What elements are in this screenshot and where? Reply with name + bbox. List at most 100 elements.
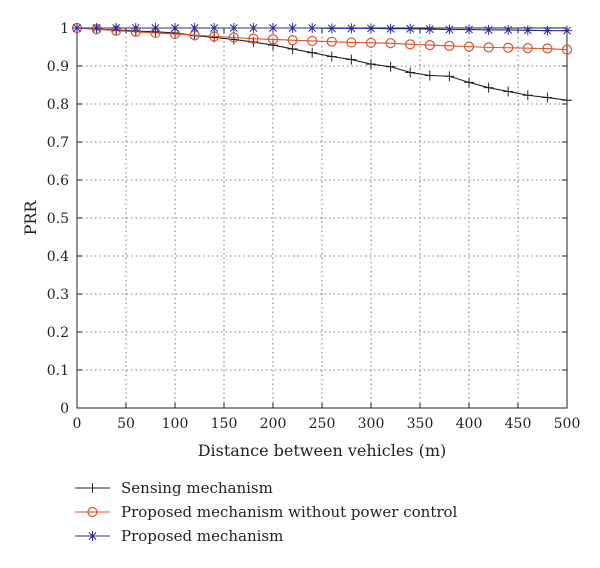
series-3 <box>72 23 572 36</box>
x-tick-label: 300 <box>358 416 385 432</box>
y-tick-label: 0.4 <box>47 249 69 265</box>
legend-entry: Proposed mechanism <box>75 527 283 545</box>
data-point <box>503 24 514 35</box>
data-point <box>483 24 494 35</box>
data-point <box>464 24 474 35</box>
y-tick-label: 0.8 <box>47 97 69 113</box>
y-tick-label: 1 <box>60 21 69 37</box>
data-point <box>267 34 279 45</box>
data-point <box>287 43 298 54</box>
data-point <box>542 25 553 36</box>
data-point <box>561 44 573 55</box>
data-point <box>365 37 377 48</box>
data-point <box>542 92 553 103</box>
data-point <box>385 61 396 72</box>
data-point <box>483 42 494 53</box>
data-point <box>405 39 416 50</box>
data-point <box>444 40 455 51</box>
data-point <box>209 23 220 33</box>
x-tick-label: 200 <box>260 416 287 432</box>
data-point <box>503 86 514 97</box>
data-point <box>326 51 337 62</box>
data-point <box>87 483 98 493</box>
data-point <box>444 71 455 82</box>
data-point <box>405 23 416 34</box>
data-point <box>268 23 278 33</box>
data-point <box>346 23 357 34</box>
data-point <box>385 38 396 49</box>
y-tick-label: 0.1 <box>47 363 69 379</box>
data-point <box>91 23 102 33</box>
y-tick-label: 0.9 <box>47 59 69 75</box>
legend-label: Proposed mechanism without power control <box>121 503 458 521</box>
y-tick-label: 0.2 <box>47 325 69 341</box>
data-point <box>483 82 494 93</box>
data-point <box>248 23 259 33</box>
data-point <box>287 35 298 46</box>
y-tick-label: 0 <box>60 401 69 417</box>
x-tick-label: 50 <box>117 416 135 432</box>
data-point <box>150 23 161 33</box>
series-line <box>76 27 568 51</box>
data-point <box>366 23 376 34</box>
data-point <box>385 23 396 34</box>
data-point <box>72 23 82 33</box>
data-point <box>130 23 141 33</box>
x-tick-label: 500 <box>554 416 581 432</box>
data-point <box>424 39 435 51</box>
data-point <box>562 25 572 36</box>
x-tick-label: 0 <box>73 416 82 432</box>
data-point <box>463 41 475 52</box>
data-point <box>444 24 455 35</box>
axis-ticks: 0 50 100 150 200 250 300 350 400 450 500 0 0.1 0.2 0.3… <box>47 21 581 432</box>
x-tick-label: 150 <box>211 416 238 432</box>
legend: Sensing mechanism Proposed mechanism with… <box>75 479 458 545</box>
data-point <box>424 70 435 81</box>
series <box>71 22 573 106</box>
data-point <box>268 40 278 51</box>
data-point <box>522 25 533 36</box>
x-tick-label: 100 <box>162 416 189 432</box>
x-tick-label: 450 <box>505 416 532 432</box>
data-point <box>522 43 533 54</box>
data-point <box>405 67 416 78</box>
data-point <box>189 23 200 33</box>
legend-label: Proposed mechanism <box>121 527 283 545</box>
data-point <box>346 54 357 65</box>
data-point <box>287 23 298 33</box>
data-point <box>111 23 122 33</box>
data-point <box>170 23 180 33</box>
data-point <box>326 36 337 47</box>
legend-entry: Sensing mechanism <box>75 479 273 497</box>
data-point <box>228 23 239 33</box>
data-point <box>228 34 239 45</box>
data-point <box>424 24 435 35</box>
data-point <box>562 95 572 106</box>
data-point <box>307 35 318 47</box>
x-axis-title: Distance between vehicles (m) <box>198 441 447 460</box>
data-point <box>542 43 553 54</box>
data-point <box>248 33 259 44</box>
data-point <box>87 531 98 541</box>
data-point <box>503 42 514 53</box>
data-point <box>326 23 337 34</box>
x-tick-label: 400 <box>456 416 483 432</box>
y-tick-label: 0.3 <box>47 287 69 303</box>
data-point <box>522 90 533 101</box>
data-point <box>307 23 318 33</box>
y-axis-title: PRR <box>21 200 40 236</box>
data-point <box>346 37 357 48</box>
grid <box>77 28 567 408</box>
x-tick-label: 250 <box>309 416 336 432</box>
data-point <box>307 47 318 58</box>
legend-label: Sensing mechanism <box>121 479 273 497</box>
y-tick-label: 0.6 <box>47 173 69 189</box>
x-tick-label: 350 <box>407 416 434 432</box>
y-tick-label: 0.5 <box>47 211 69 227</box>
data-point <box>87 506 98 518</box>
data-point <box>366 59 376 70</box>
data-point <box>464 77 474 88</box>
y-tick-label: 0.7 <box>47 135 69 151</box>
